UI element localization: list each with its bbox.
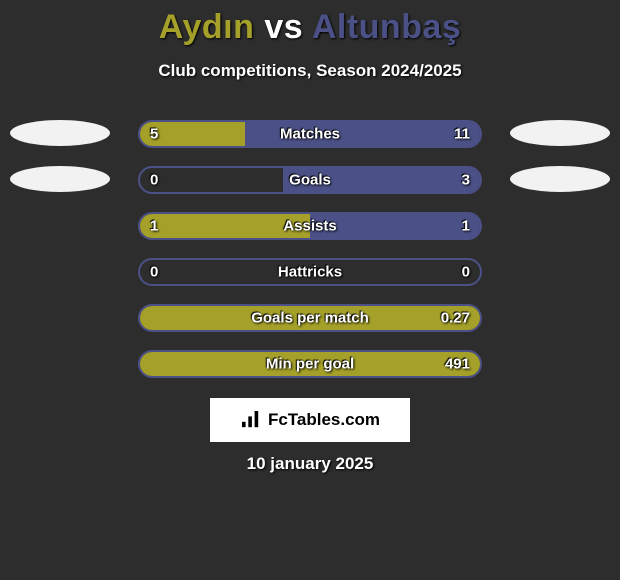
stat-label: Min per goal [266, 356, 354, 373]
stat-row: 0 3 Goals [0, 156, 620, 202]
stat-value-right: 3 [462, 172, 470, 189]
stat-value-left: 0 [150, 264, 158, 281]
stat-label: Goals per match [251, 310, 369, 327]
stat-value-right: 0.27 [441, 310, 470, 327]
player1-badge [10, 120, 110, 146]
stat-bar: 1 1 Assists [138, 212, 482, 240]
stat-row: 5 11 Matches [0, 110, 620, 156]
stat-value-left: 5 [150, 126, 158, 143]
stat-value-right: 1 [462, 218, 470, 235]
vs-text: vs [264, 8, 303, 46]
site-name: FcTables.com [268, 410, 380, 430]
player2-badge [510, 166, 610, 192]
bars-icon [240, 411, 262, 429]
date-text: 10 january 2025 [0, 454, 620, 474]
stat-row: 491 Min per goal [0, 340, 620, 386]
subtitle: Club competitions, Season 2024/2025 [0, 61, 620, 81]
player2-name: Altunbaş [312, 8, 461, 46]
stat-value-left: 0 [150, 172, 158, 189]
stat-value-right: 491 [445, 356, 470, 373]
player1-badge [10, 166, 110, 192]
stat-row: 1 1 Assists [0, 202, 620, 248]
player1-name: Aydın [159, 8, 255, 46]
stat-row: 0 0 Hattricks [0, 248, 620, 294]
stat-value-right: 11 [454, 126, 470, 143]
site-badge: FcTables.com [210, 398, 410, 442]
stat-bar: 491 Min per goal [138, 350, 482, 378]
stat-bar: 0 3 Goals [138, 166, 482, 194]
stats-area: 511Matches03Goals11Assists00Hattricks0.2… [0, 110, 620, 386]
stat-bar: 0 0 Hattricks [138, 258, 482, 286]
player2-badge [510, 120, 610, 146]
stat-bar: 0.27 Goals per match [138, 304, 482, 332]
stat-row: 0.27 Goals per match [0, 294, 620, 340]
stat-label: Goals [289, 172, 331, 189]
stat-label: Matches [280, 126, 340, 143]
comparison-title: Aydın vs Altunbaş [0, 0, 620, 47]
stat-bar: 5 11 Matches [138, 120, 482, 148]
stat-label: Hattricks [278, 264, 342, 281]
stat-value-right: 0 [462, 264, 470, 281]
stat-label: Assists [283, 218, 336, 235]
stat-value-left: 1 [150, 218, 158, 235]
